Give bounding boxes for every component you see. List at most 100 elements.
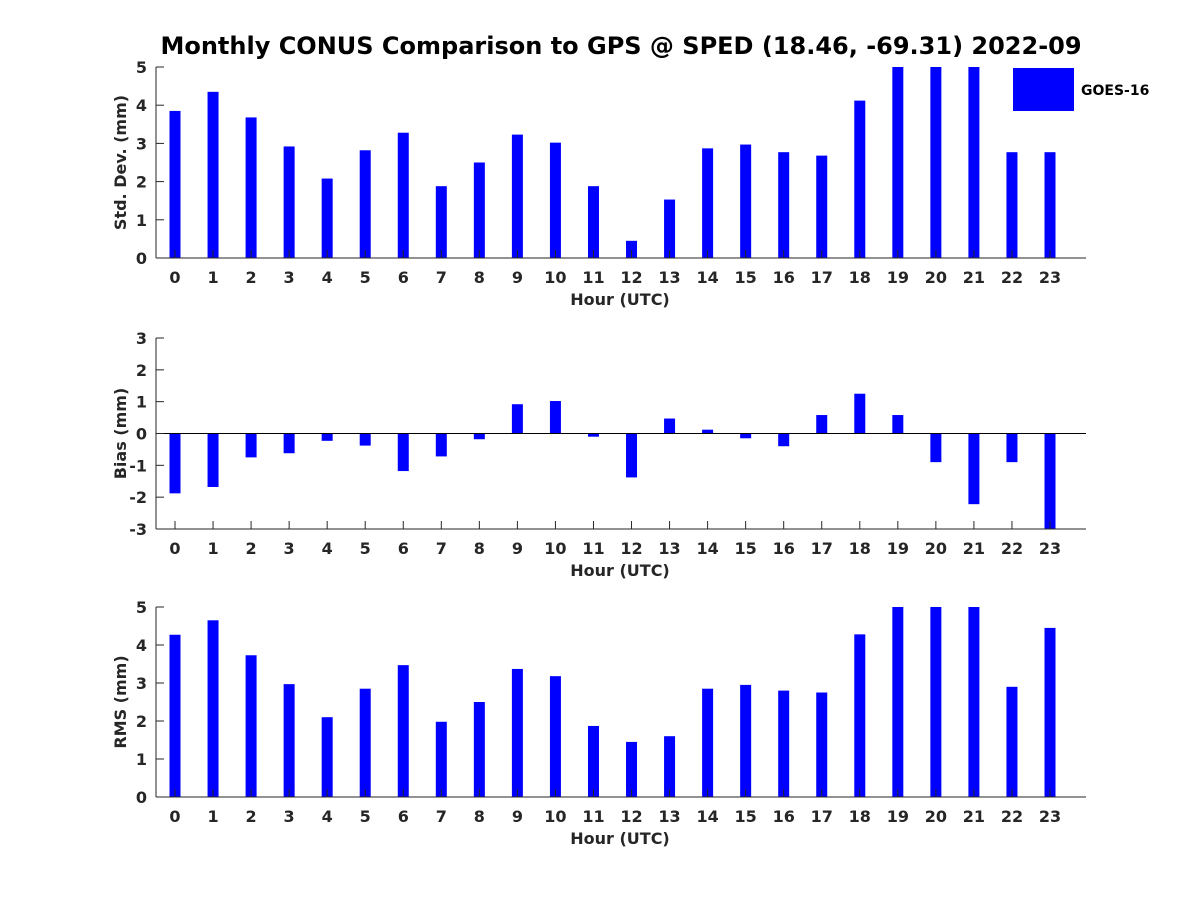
bias-ylabel: Bias (mm) [111,388,130,480]
rms-xtick-label: 11 [582,807,604,826]
std-dev-bar-5 [359,150,371,258]
bias-bar-18 [854,393,866,434]
std-dev-xtick-label: 1 [207,268,218,287]
std-dev-ytick-label: 2 [136,173,147,192]
std-dev-bar-8 [473,162,485,258]
rms-bar-7 [435,721,447,797]
std-dev-xlabel: Hour (UTC) [570,290,670,309]
std-dev-xtick-label: 17 [811,268,833,287]
bias-bar-17 [816,415,828,434]
bias-xtick-label: 1 [207,539,218,558]
rms-bar-12 [626,741,638,797]
rms-xtick-label: 19 [887,807,909,826]
bias-bar-23 [1044,433,1056,529]
rms-xlabel: Hour (UTC) [570,829,670,848]
chart-title: Monthly CONUS Comparison to GPS @ SPED (… [160,32,1081,60]
bias-xtick-label: 17 [811,539,833,558]
rms-ytick-label: 3 [136,674,147,693]
std-dev-xtick-label: 2 [246,268,257,287]
std-dev-ylabel: Std. Dev. (mm) [111,95,130,230]
std-dev-bar-13 [664,199,676,258]
bias-xtick-label: 11 [582,539,604,558]
bias-xtick-label: 7 [436,539,447,558]
bias-bar-8 [473,433,485,440]
std-dev-xtick-label: 4 [322,268,333,287]
bias-xtick-label: 14 [696,539,718,558]
std-dev-bar-3 [283,146,295,258]
bias-xtick-label: 0 [169,539,180,558]
bias-bar-2 [245,433,257,458]
std-dev-xtick-label: 13 [658,268,680,287]
rms-bar-0 [169,634,181,797]
bias-bar-3 [283,433,295,454]
std-dev-xtick-label: 15 [735,268,757,287]
rms-bar-22 [1006,686,1018,797]
bias-xtick-label: 3 [284,539,295,558]
bias-ytick-label: 2 [136,361,147,380]
bias-xtick-label: 21 [963,539,985,558]
std-dev-xtick-label: 10 [544,268,566,287]
bias-xtick-label: 22 [1001,539,1023,558]
std-dev-bar-14 [702,148,714,258]
bias-bar-22 [1006,433,1018,463]
rms-bar-10 [549,676,561,797]
std-dev-xtick-label: 8 [474,268,485,287]
rms-xtick-label: 2 [246,807,257,826]
bias-ytick-label: -3 [129,520,147,539]
std-dev-xtick-label: 18 [849,268,871,287]
std-dev-bar-16 [778,152,790,258]
rms-xtick-label: 4 [322,807,333,826]
std-dev-bar-17 [816,155,828,258]
bias-ytick-label: -1 [129,456,147,475]
bias-ytick-label: 0 [136,425,147,444]
rms-bar-15 [740,684,752,797]
rms-xtick-label: 7 [436,807,447,826]
bias-ytick-label: 1 [136,393,147,412]
rms-ytick-label: 1 [136,750,147,769]
bias-bar-15 [740,433,752,439]
rms-xtick-label: 22 [1001,807,1023,826]
rms-xtick-label: 15 [735,807,757,826]
rms-xtick-label: 6 [398,807,409,826]
rms-ylabel: RMS (mm) [111,655,130,748]
bias-xtick-label: 12 [620,539,642,558]
rms-bar-11 [587,725,599,797]
rms-bar-19 [892,607,904,797]
std-dev-bar-9 [511,134,523,258]
std-dev-bar-11 [587,186,599,258]
std-dev-xtick-label: 12 [620,268,642,287]
std-dev-xtick-label: 9 [512,268,523,287]
std-dev-xtick-label: 11 [582,268,604,287]
std-dev-bar-10 [549,142,561,258]
rms-bar-8 [473,702,485,797]
bias-bar-0 [169,433,181,494]
bias-xtick-label: 16 [773,539,795,558]
rms-ytick-label: 4 [136,636,147,655]
std-dev-ytick-label: 1 [136,211,147,230]
rms-xtick-label: 16 [773,807,795,826]
std-dev-xtick-label: 23 [1039,268,1061,287]
rms-xtick-label: 9 [512,807,523,826]
bias-xtick-label: 6 [398,539,409,558]
bias-bar-9 [511,404,523,434]
rms-bar-9 [511,668,523,797]
rms-bar-3 [283,684,295,797]
rms-bar-14 [702,688,714,797]
bias-xtick-label: 20 [925,539,947,558]
std-dev-xtick-label: 3 [284,268,295,287]
bias-xtick-label: 9 [512,539,523,558]
rms-bar-2 [245,655,257,797]
rms-ytick-label: 2 [136,712,147,731]
std-dev-bar-15 [740,144,752,258]
std-dev-xtick-label: 7 [436,268,447,287]
bias-bar-1 [207,433,219,487]
std-dev-bar-19 [892,67,904,258]
std-dev-ytick-label: 4 [136,96,147,115]
bias-xtick-label: 4 [322,539,333,558]
bias-bar-16 [778,433,790,447]
bias-bar-4 [321,433,333,441]
rms-bar-20 [930,607,942,797]
